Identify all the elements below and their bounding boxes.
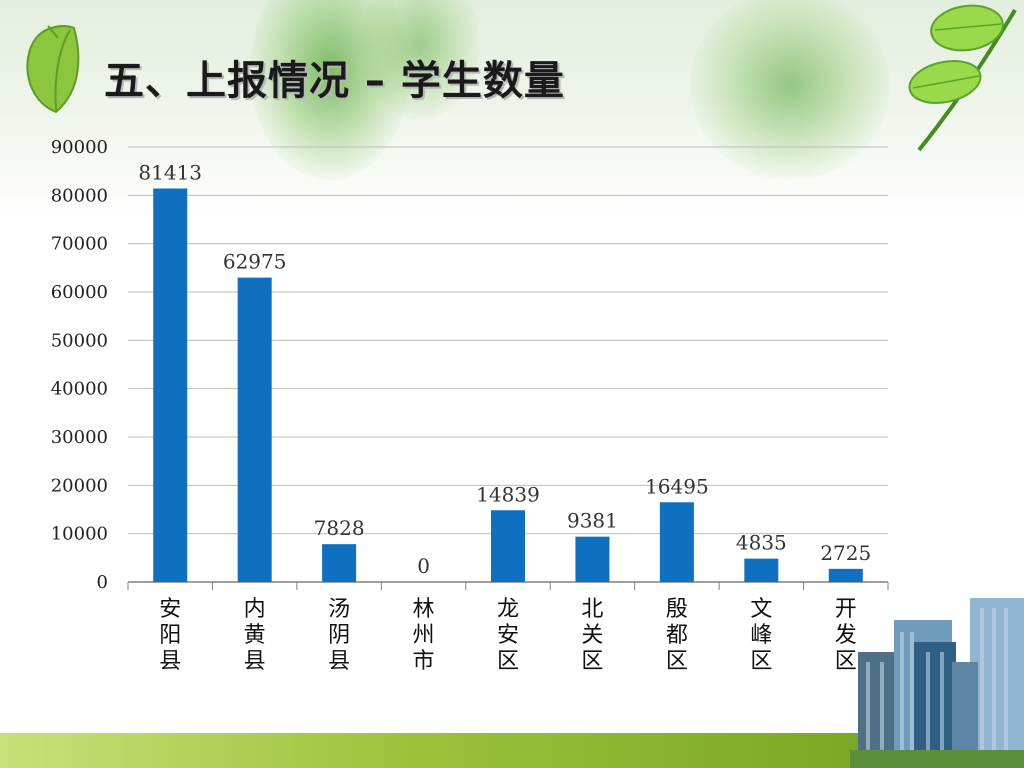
bar: [491, 510, 525, 582]
bar: [237, 277, 272, 582]
page-title: 五、上报情况 – 学生数量: [104, 58, 565, 104]
background-blur-foliage: [690, 0, 890, 180]
x-tick-label-char: 县: [244, 649, 266, 674]
x-tick-label-char: 关: [581, 623, 603, 648]
x-tick-label-char: 安: [159, 597, 181, 622]
x-tick-label-char: 县: [159, 649, 181, 674]
x-tick-label-char: 县: [328, 649, 350, 674]
x-tick-label-char: 阴: [328, 623, 350, 648]
data-label: 62975: [223, 250, 287, 274]
bar: [322, 544, 357, 582]
x-tick-label-char: 黄: [244, 623, 266, 648]
x-tick-label-char: 开: [835, 597, 857, 622]
x-tick-label-char: 林: [413, 597, 435, 622]
data-label: 9381: [567, 509, 618, 533]
y-tick-label: 40000: [51, 379, 108, 400]
y-tick-label: 20000: [51, 475, 108, 496]
data-label: 7828: [314, 516, 365, 540]
x-tick-label-char: 区: [666, 649, 688, 674]
x-tick-label-char: 市: [413, 649, 435, 674]
y-tick-label: 70000: [51, 234, 108, 255]
bar: [744, 558, 779, 582]
data-label: 2725: [820, 541, 871, 565]
x-tick-label-char: 区: [835, 649, 857, 674]
x-tick-label-char: 区: [497, 649, 519, 674]
x-tick-label-char: 安: [497, 623, 519, 648]
data-label: 16495: [645, 474, 709, 498]
bar: [828, 568, 863, 582]
data-label: 0: [417, 554, 430, 578]
x-tick-label-char: 都: [666, 623, 688, 648]
y-tick-label: 50000: [51, 330, 108, 351]
x-tick-label-char: 发: [835, 623, 857, 648]
bar: [153, 188, 188, 582]
x-tick-label-char: 州: [413, 623, 435, 648]
data-label: 4835: [736, 531, 787, 555]
bar: [575, 536, 610, 582]
bar: [659, 502, 694, 582]
y-tick-label: 30000: [51, 427, 108, 448]
x-tick-label-char: 北: [581, 597, 603, 622]
y-tick-label: 60000: [51, 282, 108, 303]
data-label: 81413: [138, 161, 202, 185]
y-tick-label: 0: [97, 572, 108, 593]
y-tick-label: 90000: [51, 137, 108, 158]
background-blur-foliage: [360, 0, 480, 120]
x-tick-label-char: 龙: [497, 597, 519, 622]
data-label: 14839: [476, 482, 540, 506]
x-tick-label-char: 峰: [750, 623, 772, 648]
skyscraper-icon: [850, 598, 1024, 768]
x-tick-label-char: 区: [581, 649, 603, 674]
leaf-branch-icon: [908, 4, 1017, 152]
y-tick-label: 80000: [51, 185, 108, 206]
x-tick-label-char: 文: [750, 597, 772, 622]
leaf-icon: [26, 25, 80, 114]
x-tick-label-char: 殷: [666, 597, 688, 622]
y-tick-label: 10000: [51, 524, 108, 545]
x-tick-label-char: 内: [244, 597, 266, 622]
x-tick-label-char: 阳: [159, 623, 181, 648]
x-tick-label-char: 汤: [328, 597, 350, 622]
x-tick-label-char: 区: [750, 649, 772, 674]
